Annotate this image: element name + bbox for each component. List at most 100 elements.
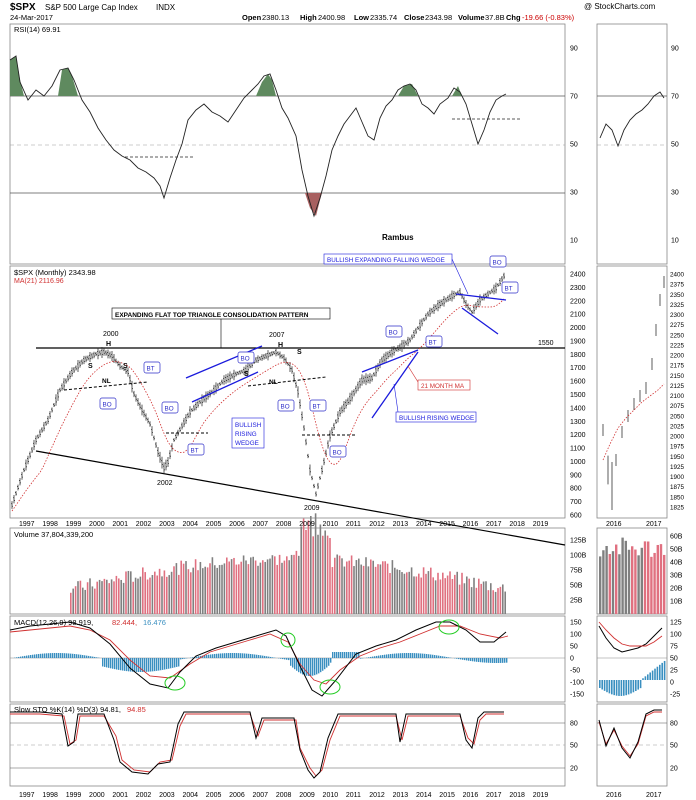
macd-hist-bar <box>418 653 420 658</box>
zoom-volume-bar <box>640 547 643 614</box>
zoom-macd-hist-bar <box>659 664 661 680</box>
macd-hist-bar <box>432 654 434 658</box>
zoom-rsi-tick: 70 <box>671 94 679 101</box>
zoom-volume-bar <box>627 549 631 614</box>
macd-hist-bar <box>176 658 178 667</box>
volume-bar <box>250 557 252 614</box>
macd-hist-bar <box>484 658 486 663</box>
volume-bar <box>346 561 348 614</box>
zoom-macd-axis: 125 100 75 50 25 0 -25 <box>670 620 682 699</box>
zoom-price-bars <box>602 276 665 510</box>
volume-bar <box>226 557 228 614</box>
x-year-bottom: 2008 <box>276 792 292 799</box>
macd-hist-bar <box>446 656 448 658</box>
macd-hist-bar <box>226 653 228 658</box>
macd-hist-bar <box>410 653 412 658</box>
macd-hist-bar <box>24 655 26 658</box>
macd-hist-bar <box>368 657 370 658</box>
zoom-sto-k <box>598 709 662 759</box>
macd-tick: 100 <box>570 632 582 639</box>
volume-bar <box>451 578 454 614</box>
macd-hist-bar <box>20 656 22 658</box>
x-year-bottom: 2019 <box>533 792 549 799</box>
volume-bar <box>266 559 269 614</box>
zoom-macd-tick: 50 <box>670 656 678 663</box>
macd-hist-bar <box>170 658 172 669</box>
macd-line <box>9 621 507 697</box>
macd-hist-bar <box>310 658 312 676</box>
zoom-volume-bar <box>615 544 618 614</box>
zoom-macd-hist-bar <box>649 672 651 680</box>
rsi-oversold-fill <box>305 193 322 216</box>
volume-bar <box>70 592 72 614</box>
macd-hist-bar <box>498 658 500 663</box>
x-year-top: 1997 <box>19 521 35 528</box>
volume-bar <box>223 563 226 614</box>
zoom-macd-hist-bar <box>639 680 642 689</box>
macd-hist-bar <box>316 658 318 675</box>
volume-bar <box>271 555 274 614</box>
volume-bar <box>173 566 175 614</box>
breakout-label: BO <box>281 404 290 411</box>
volume-bar <box>96 581 98 614</box>
macd-hist-bar <box>68 653 70 658</box>
price-tick: 2200 <box>570 298 586 305</box>
zoom-sto-axis: 80 50 20 <box>670 721 678 773</box>
shoulder-2000-right: S <box>123 363 128 370</box>
zoom-year-2017-bottom: 2017 <box>646 792 662 799</box>
x-year-top: 2004 <box>182 521 198 528</box>
brw2-box <box>395 411 477 423</box>
volume-bar <box>365 557 367 614</box>
rsi-overbought-fill-3 <box>256 74 276 96</box>
price-tick: 1100 <box>570 446 585 453</box>
zoom-volume-bars <box>599 537 666 614</box>
price-tick: 700 <box>570 499 582 506</box>
zoom-macd-hist-bar <box>644 676 647 680</box>
volume-bar <box>312 536 314 614</box>
macd-hist-bar <box>128 658 130 672</box>
volume-bar <box>278 554 281 614</box>
macd-hist-bar <box>58 653 60 658</box>
zoom-price-tick: 2375 <box>670 282 685 289</box>
volume-bar <box>77 581 79 614</box>
macd-hist-bar <box>280 658 282 659</box>
macd-hist-bar <box>18 656 20 658</box>
callout-box <box>385 325 403 338</box>
zoom-price-tick: 2175 <box>670 363 685 370</box>
macd-hist-bar <box>72 653 74 658</box>
macd-hist-bar <box>46 653 48 658</box>
zoom-macd-histogram <box>599 660 666 696</box>
exchange: INDX <box>156 3 176 12</box>
volume-bar <box>386 563 389 614</box>
macd-hist-bar <box>242 653 244 658</box>
macd-hist-bar <box>130 658 132 672</box>
volume-bar <box>262 560 264 614</box>
macd-hist-bar <box>212 654 214 658</box>
volume-bar <box>175 563 178 614</box>
volume-bar <box>194 559 197 614</box>
volume-bar <box>384 561 386 614</box>
zoom-price-tick: 2275 <box>670 322 685 329</box>
brw-line-2: RISING <box>235 431 257 438</box>
zoom-macd-hist-bar <box>623 680 625 696</box>
volume-bar <box>422 567 425 614</box>
zoom-volume-bar <box>650 556 653 614</box>
backtest-label: BT <box>147 366 155 373</box>
macd-hist-bar <box>70 653 72 658</box>
level-1550: 1550 <box>538 340 554 347</box>
macd-hist-bar <box>464 658 466 661</box>
x-year-bottom: 2017 <box>486 792 502 799</box>
volume-bar <box>427 571 430 614</box>
zoom-price-tick: 2000 <box>670 434 685 441</box>
macd-hist-bar <box>442 656 444 658</box>
volume-bar <box>307 520 310 614</box>
volume-bar <box>377 564 379 614</box>
callout-box <box>99 397 117 410</box>
macd-hist-bar <box>160 658 162 671</box>
volume-tick: 100B <box>570 553 587 560</box>
macd-hist-bar <box>272 657 274 658</box>
volume-bar <box>410 567 413 614</box>
volume-bar <box>103 578 106 614</box>
price-tick: 800 <box>570 486 582 493</box>
rising-wedge-low-2 <box>371 351 419 419</box>
